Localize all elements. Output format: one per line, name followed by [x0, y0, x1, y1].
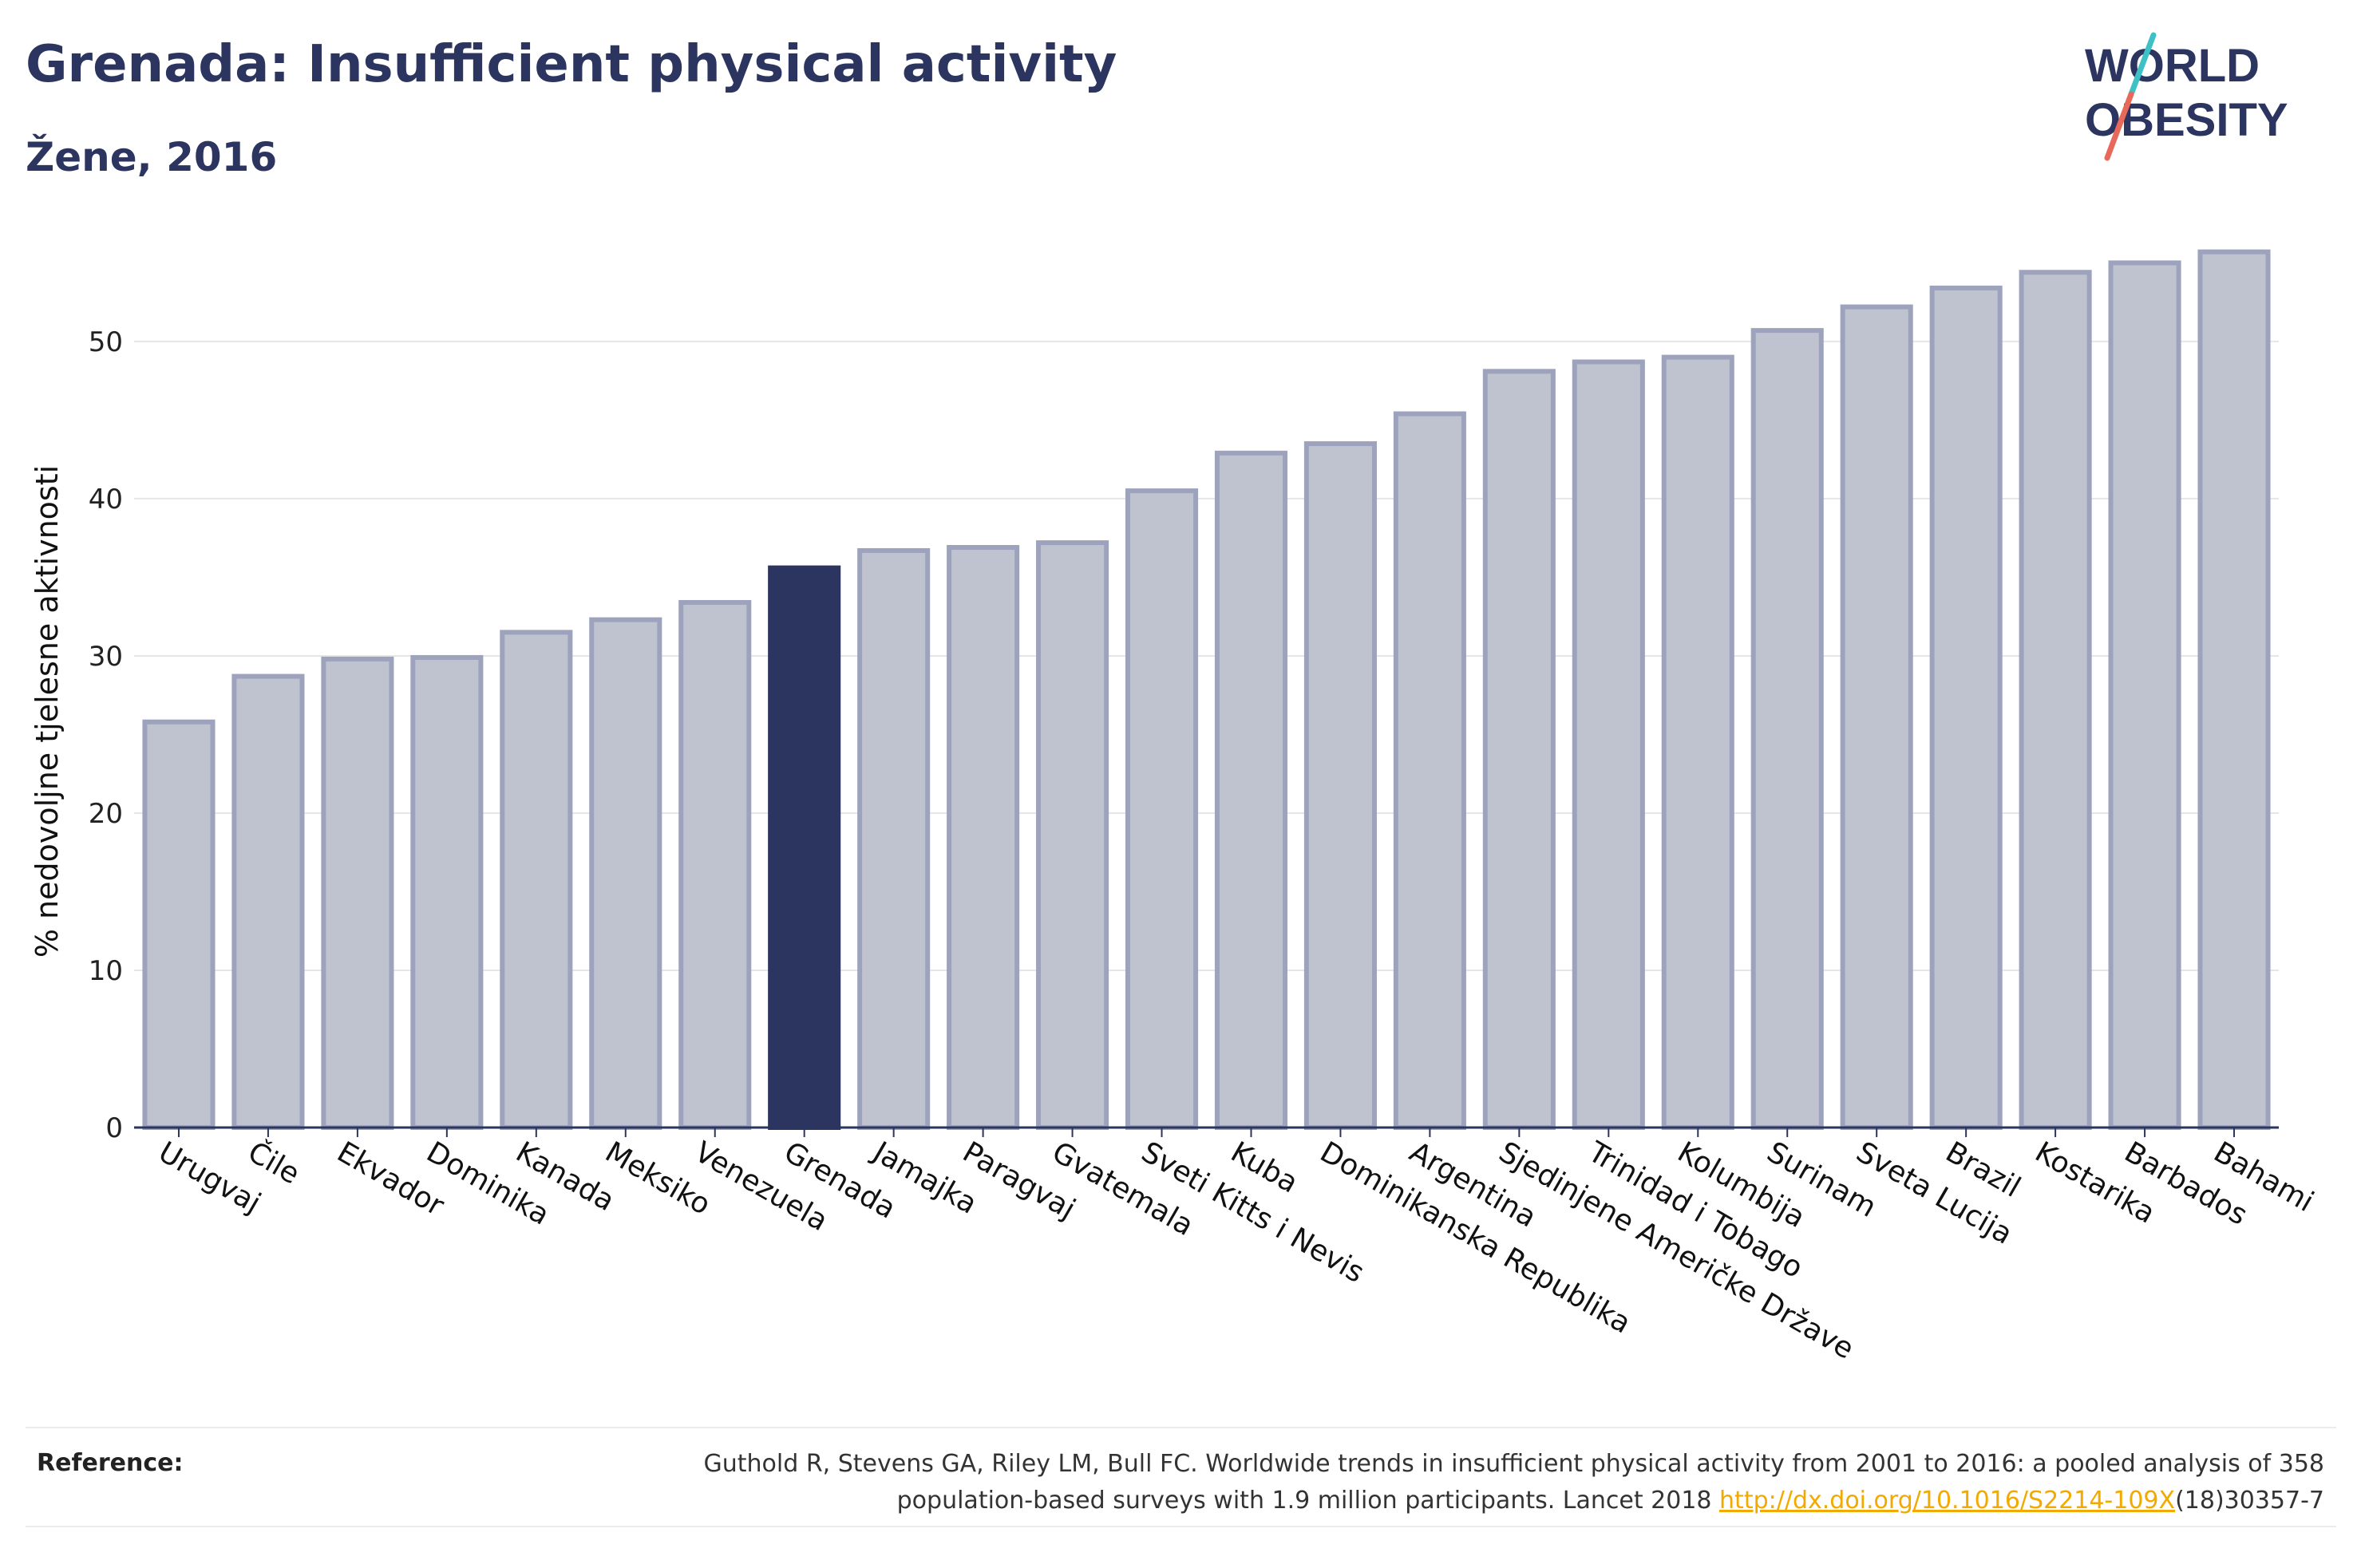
x-tick-label: Urugvaj [152, 1136, 266, 1220]
y-tick-label: 10 [89, 955, 123, 987]
bar [857, 547, 931, 1130]
bar [1750, 328, 1824, 1131]
bar [1661, 354, 1734, 1131]
reference-label: Reference: [37, 1449, 184, 1477]
bar [142, 719, 216, 1131]
chart-subtitle: Žene, 2016 [26, 134, 278, 180]
bar [321, 656, 394, 1130]
y-tick-label: 50 [89, 326, 123, 358]
world-obesity-logo: WORLD OBESITY [2075, 32, 2347, 168]
y-tick-label: 30 [89, 641, 123, 673]
bar [1840, 304, 1913, 1130]
bar [231, 673, 305, 1130]
y-tick-label: 0 [105, 1112, 123, 1144]
chart-title: Grenada: Insufficient physical activity [26, 35, 1117, 94]
bar [2197, 249, 2271, 1130]
bar [2019, 270, 2092, 1130]
bar [410, 654, 484, 1130]
bar [1303, 440, 1377, 1130]
bar [2108, 260, 2181, 1130]
bar [1482, 369, 1556, 1130]
bar [678, 599, 752, 1130]
reference-citation-suffix: (18)30357-7 [2175, 1487, 2324, 1515]
bar [1929, 285, 2003, 1131]
bar-highlighted [768, 565, 841, 1130]
bar [1393, 411, 1466, 1130]
reference-text: Guthold R, Stevens GA, Riley LM, Bull FC… [568, 1446, 2324, 1519]
reference-divider-top [26, 1427, 2336, 1428]
bar [947, 545, 1020, 1130]
bar [1125, 488, 1199, 1130]
y-tick-label: 40 [89, 484, 123, 515]
y-tick-label: 20 [89, 798, 123, 830]
reference-citation: Guthold R, Stevens GA, Riley LM, Bull FC… [703, 1450, 2324, 1515]
bar [1036, 540, 1109, 1130]
bar [500, 630, 573, 1130]
reference-divider-bottom [26, 1526, 2336, 1527]
bar [589, 617, 662, 1130]
bar [1572, 359, 1645, 1131]
svg-text:WORLD: WORLD [2085, 40, 2260, 92]
y-axis-label: % nedovoljne tjelesne aktivnosti [30, 465, 65, 958]
reference-doi-link[interactable]: http://dx.doi.org/10.1016/S2214-109X [1719, 1487, 2176, 1515]
bar [1214, 450, 1288, 1130]
